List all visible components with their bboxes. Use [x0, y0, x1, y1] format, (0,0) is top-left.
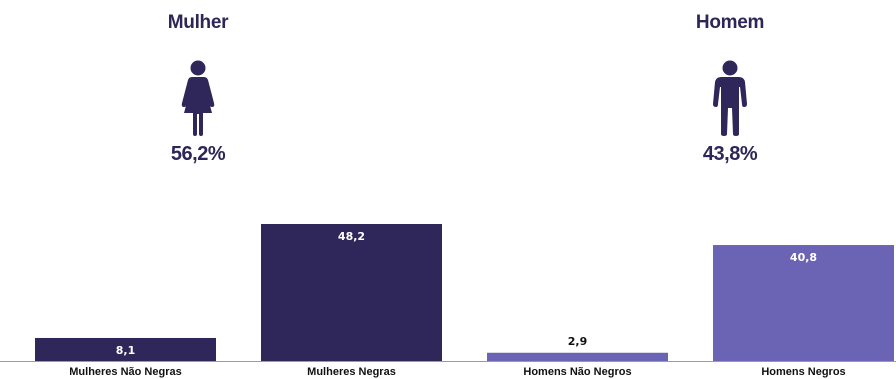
category-label: Homens Negros	[761, 366, 845, 378]
gender-percent-male: 43,8%	[702, 143, 758, 165]
female-person-icon	[181, 60, 215, 136]
gender-title-male: Homem	[695, 12, 765, 33]
bar-value-label: 8,1	[116, 344, 136, 357]
gender-title-female: Mulher	[167, 12, 229, 33]
bar-homens-nao-negros	[487, 352, 668, 361]
category-label: Mulheres Negras	[307, 366, 396, 378]
bar-value-label: 2,9	[568, 335, 588, 348]
category-label: Mulheres Não Negras	[69, 366, 181, 378]
gender-percent-female: 56,2%	[170, 143, 226, 165]
bar-homens-negros	[713, 245, 894, 361]
bar-mulheres-nao-negras	[35, 337, 216, 361]
category-label: Homens Não Negros	[523, 366, 631, 378]
male-person-icon	[713, 60, 747, 136]
bar-value-label: 40,8	[790, 251, 817, 264]
bar-mulheres-negras	[261, 224, 442, 361]
bar-value-label: 48,2	[338, 230, 365, 243]
